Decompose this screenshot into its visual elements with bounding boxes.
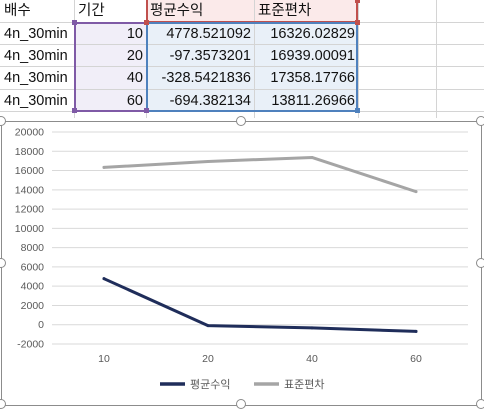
cell-multiplier[interactable]: 4n_30min xyxy=(4,93,68,109)
data-point xyxy=(414,190,418,194)
values-range-border xyxy=(146,22,358,112)
chart-resize-handle[interactable] xyxy=(0,116,6,126)
row-divider xyxy=(0,66,484,67)
y-tick-label: 0 xyxy=(38,319,44,331)
y-tick-label: 8000 xyxy=(21,242,45,254)
chart-resize-handle[interactable] xyxy=(236,399,246,409)
cell-std-deviation[interactable]: 13811.26966 xyxy=(271,93,355,109)
range-handle[interactable] xyxy=(144,108,149,113)
legend-label: 평균수익 xyxy=(190,378,230,391)
header-average-return[interactable]: 평균수익 xyxy=(150,3,204,19)
header-multiplier[interactable]: 배수 xyxy=(4,3,31,19)
cell-std-deviation[interactable]: 16326.02829 xyxy=(270,26,355,42)
y-tick-label: 10000 xyxy=(15,223,44,235)
cell-multiplier[interactable]: 4n_30min xyxy=(4,48,68,64)
data-point xyxy=(102,277,106,281)
data-point xyxy=(206,324,210,328)
chart-resize-handle[interactable] xyxy=(476,258,484,268)
y-tick-label: -2000 xyxy=(17,339,44,351)
cell-period[interactable]: 60 xyxy=(126,93,143,109)
avg-return-header-highlight xyxy=(146,0,358,22)
x-tick-label: 10 xyxy=(98,353,110,365)
column-divider xyxy=(436,0,437,118)
header-period[interactable]: 기간 xyxy=(78,3,105,19)
legend-label: 표준편차 xyxy=(284,378,324,391)
line-chart[interactable]: 20000 18000 16000 14000 12000 10000 8000 6000 40… xyxy=(1,121,482,406)
cell-period[interactable]: 40 xyxy=(126,70,143,86)
series-line-2 xyxy=(102,155,418,194)
y-tick-label: 18000 xyxy=(15,146,44,158)
data-point xyxy=(206,159,210,163)
y-tick-label: 20000 xyxy=(15,127,44,139)
chart-resize-handle[interactable] xyxy=(476,116,484,126)
chart-plot: 2000018000160001400012000100008000600040… xyxy=(15,127,468,391)
chart-resize-handle[interactable] xyxy=(236,116,246,126)
data-point xyxy=(414,329,418,333)
chart-resize-handle[interactable] xyxy=(0,399,6,409)
y-tick-label: 6000 xyxy=(21,261,45,273)
x-tick-label: 60 xyxy=(410,353,422,365)
y-tick-label: 16000 xyxy=(15,165,44,177)
cell-multiplier[interactable]: 4n_30min xyxy=(4,26,68,42)
chart-resize-handle[interactable] xyxy=(476,399,484,409)
cell-average-return[interactable]: -328.5421836 xyxy=(161,70,252,86)
y-tick-label: 2000 xyxy=(21,300,45,312)
row-divider xyxy=(0,89,484,90)
range-handle[interactable] xyxy=(144,20,149,25)
cell-period[interactable]: 10 xyxy=(126,26,143,42)
cell-std-deviation[interactable]: 16939.00091 xyxy=(270,48,355,64)
column-divider xyxy=(254,0,255,118)
values-range-highlight xyxy=(146,22,358,112)
column-divider xyxy=(358,0,359,118)
cell-std-deviation[interactable]: 17358.17766 xyxy=(270,70,355,86)
data-point xyxy=(310,326,314,330)
spreadsheet-range: 배수 기간 평균수익 표준편차 4n_30min 10 4778.521092 … xyxy=(0,0,484,120)
y-tick-label: 14000 xyxy=(15,184,44,196)
y-tick-label: 12000 xyxy=(15,204,44,216)
period-range-highlight xyxy=(74,22,148,112)
cell-average-return[interactable]: -694.382134 xyxy=(169,93,251,109)
cell-multiplier[interactable]: 4n_30min xyxy=(4,70,68,86)
header-std-deviation[interactable]: 표준편차 xyxy=(258,3,312,19)
data-point xyxy=(310,155,314,159)
x-tick-label: 40 xyxy=(306,353,318,365)
range-handle[interactable] xyxy=(355,108,360,113)
range-handle[interactable] xyxy=(72,108,77,113)
data-point xyxy=(102,165,106,169)
series-line-1 xyxy=(102,277,418,333)
range-handle[interactable] xyxy=(72,20,77,25)
chart-resize-handle[interactable] xyxy=(0,258,6,268)
cell-period[interactable]: 20 xyxy=(126,48,143,64)
range-handle[interactable] xyxy=(355,20,360,25)
y-tick-label: 4000 xyxy=(21,281,45,293)
row-divider xyxy=(0,44,484,45)
cell-average-return[interactable]: 4778.521092 xyxy=(166,26,251,42)
cell-average-return[interactable]: -97.3573201 xyxy=(169,48,251,64)
range-handle[interactable] xyxy=(355,0,360,3)
x-tick-label: 20 xyxy=(202,353,214,365)
